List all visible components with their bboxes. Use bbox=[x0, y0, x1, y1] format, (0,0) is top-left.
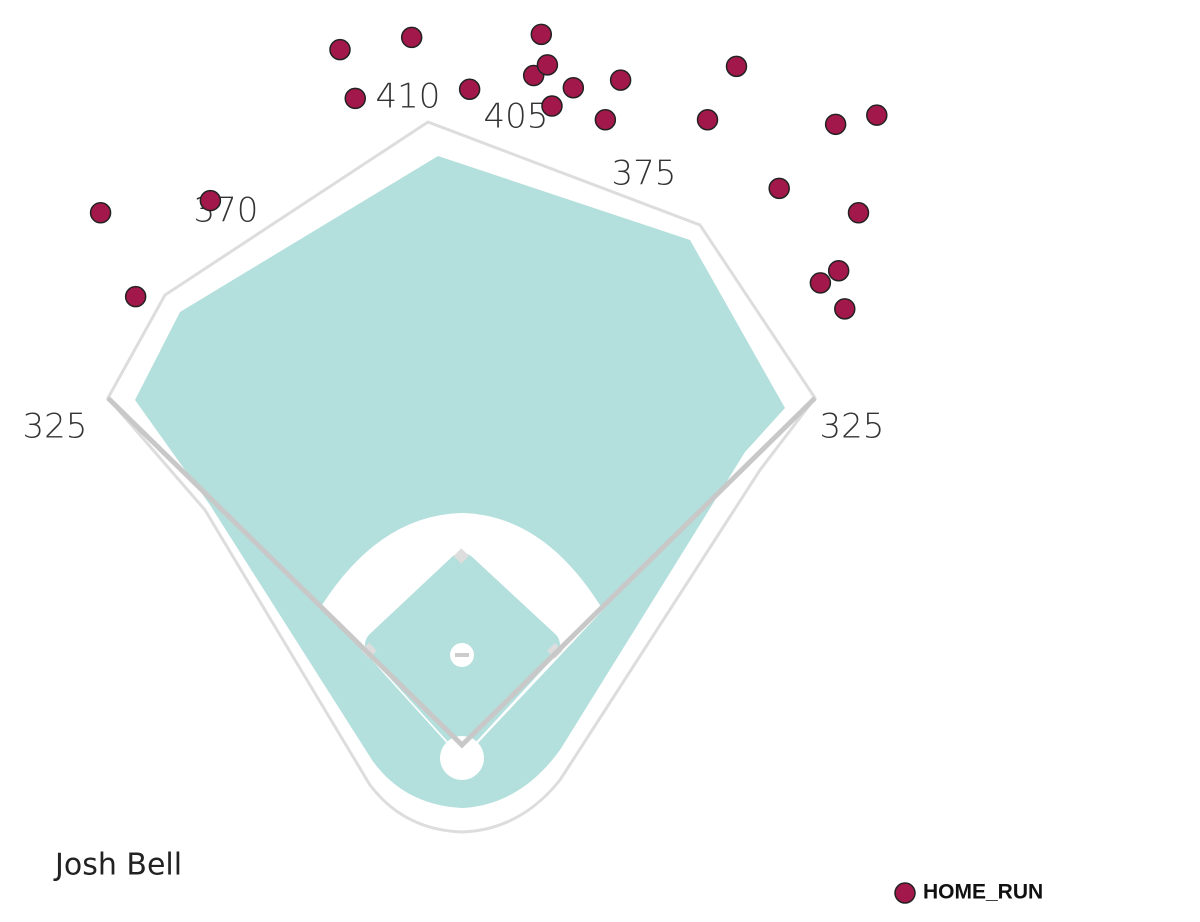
fence-distance: 410 bbox=[376, 77, 441, 117]
hit-point bbox=[594, 109, 617, 131]
outfield-grass bbox=[135, 156, 785, 808]
legend-label: HOME_RUN bbox=[923, 881, 1043, 904]
hit-point bbox=[609, 69, 632, 91]
second-base bbox=[453, 548, 470, 564]
hit-point bbox=[329, 38, 351, 61]
hit-point bbox=[530, 23, 553, 46]
hit-point bbox=[866, 104, 888, 126]
legend-marker bbox=[894, 882, 916, 904]
hit-point bbox=[400, 26, 423, 49]
hit-point bbox=[458, 78, 481, 100]
hit-point bbox=[536, 54, 559, 76]
fence-distance: 325 bbox=[820, 407, 885, 447]
hit-point bbox=[124, 285, 147, 308]
hit-point bbox=[725, 55, 748, 78]
hit-point bbox=[562, 76, 585, 99]
hit-point bbox=[696, 109, 719, 131]
hit-point bbox=[768, 177, 790, 200]
hit-point bbox=[89, 202, 112, 224]
hit-point bbox=[824, 113, 847, 136]
fence-distance: 325 bbox=[23, 407, 88, 447]
rubber bbox=[455, 653, 469, 657]
hit-point bbox=[834, 298, 856, 320]
hit-point bbox=[827, 259, 850, 282]
home-plate-area bbox=[440, 736, 484, 780]
foul-lines bbox=[106, 396, 817, 749]
hit-point bbox=[344, 87, 366, 110]
hit-point bbox=[847, 202, 870, 224]
hit-point bbox=[199, 189, 222, 212]
fence-distance: 375 bbox=[612, 154, 677, 194]
hit-point bbox=[809, 272, 832, 294]
fence-distance: 405 bbox=[484, 97, 549, 137]
hit-point bbox=[541, 95, 563, 117]
chart-title: Josh Bell bbox=[53, 848, 182, 883]
